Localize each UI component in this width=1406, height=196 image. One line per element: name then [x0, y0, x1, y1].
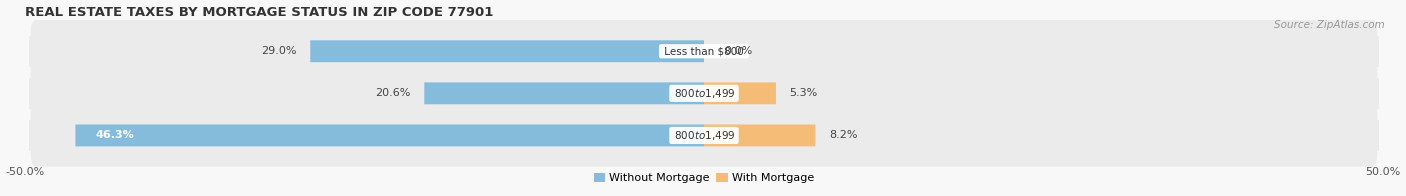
Legend: Without Mortgage, With Mortgage: Without Mortgage, With Mortgage — [589, 169, 818, 188]
Text: Less than $800: Less than $800 — [661, 46, 747, 56]
FancyBboxPatch shape — [704, 82, 776, 104]
Bar — [30, 36, 1379, 67]
Text: $800 to $1,499: $800 to $1,499 — [672, 129, 737, 142]
Text: $800 to $1,499: $800 to $1,499 — [672, 87, 737, 100]
FancyBboxPatch shape — [311, 40, 704, 62]
Text: 5.3%: 5.3% — [790, 88, 818, 98]
FancyBboxPatch shape — [31, 62, 1378, 124]
Text: 20.6%: 20.6% — [375, 88, 411, 98]
FancyBboxPatch shape — [31, 20, 1378, 82]
FancyBboxPatch shape — [31, 104, 1378, 167]
FancyBboxPatch shape — [704, 124, 815, 146]
Text: Source: ZipAtlas.com: Source: ZipAtlas.com — [1274, 20, 1385, 30]
Text: 8.2%: 8.2% — [830, 130, 858, 141]
FancyBboxPatch shape — [76, 124, 704, 146]
Text: 0.0%: 0.0% — [724, 46, 752, 56]
Text: REAL ESTATE TAXES BY MORTGAGE STATUS IN ZIP CODE 77901: REAL ESTATE TAXES BY MORTGAGE STATUS IN … — [25, 5, 494, 19]
Bar — [30, 78, 1379, 109]
FancyBboxPatch shape — [425, 82, 704, 104]
Bar — [30, 120, 1379, 151]
Text: 46.3%: 46.3% — [96, 130, 135, 141]
Text: 29.0%: 29.0% — [262, 46, 297, 56]
